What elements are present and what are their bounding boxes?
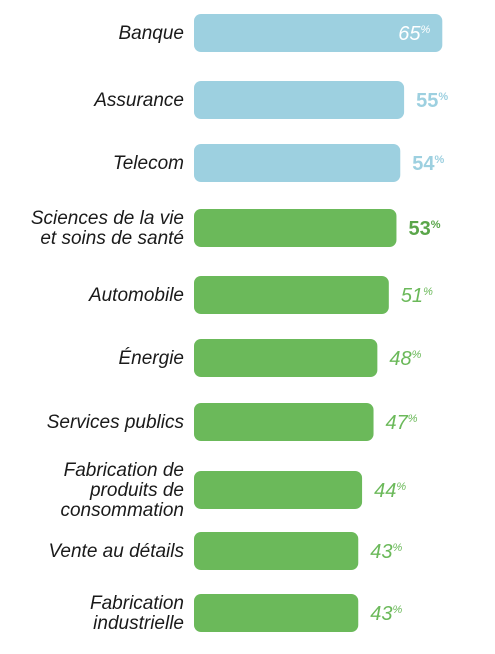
value-label-10: 43% [370,603,402,625]
bar-6 [194,339,378,377]
bar-3 [194,144,401,182]
category-label-5: Automobile [88,285,184,306]
category-label-9: Vente au détails [48,541,184,562]
category-label-1: Banque [118,23,184,44]
category-label-7: Services publics [47,412,185,433]
value-label-3: 54% [412,153,444,175]
bar-8 [194,471,363,509]
bar-2 [194,81,405,119]
value-label-1: 65% [398,23,430,45]
bar-10 [194,594,359,632]
value-label-4: 53% [408,218,440,240]
category-label-3: Telecom [113,153,184,174]
bar-5 [194,276,389,314]
bar-1 [194,14,443,52]
category-label-8: Fabrication de produits de consommation [60,460,184,521]
value-label-9: 43% [370,541,402,563]
bar-7 [194,403,374,441]
value-label-7: 47% [386,412,418,434]
category-label-10: Fabrication industrielle [90,593,184,634]
value-label-6: 48% [389,348,421,370]
category-label-4: Sciences de la vie et soins de santé [31,208,184,249]
value-label-5: 51% [401,285,433,307]
category-label-6: Énergie [119,348,185,369]
value-label-8: 44% [374,480,406,502]
bar-4 [194,209,397,247]
value-label-2: 55% [416,90,448,112]
bar-9 [194,532,359,570]
category-label-2: Assurance [93,90,184,111]
